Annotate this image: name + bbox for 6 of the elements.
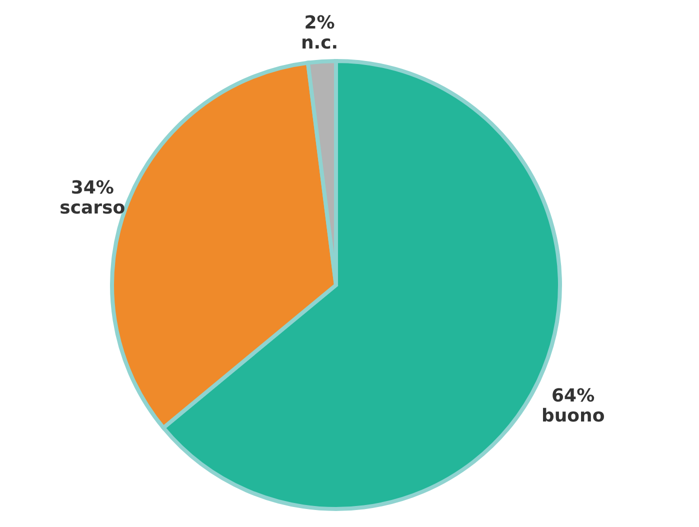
data-label: 64% [552,386,595,407]
data-label: 34% [70,178,114,199]
slice-label: n.c. [300,32,338,54]
slice-label: buono [541,406,605,427]
slice-label: scarso [60,198,126,219]
data-label: 2% [304,12,335,34]
